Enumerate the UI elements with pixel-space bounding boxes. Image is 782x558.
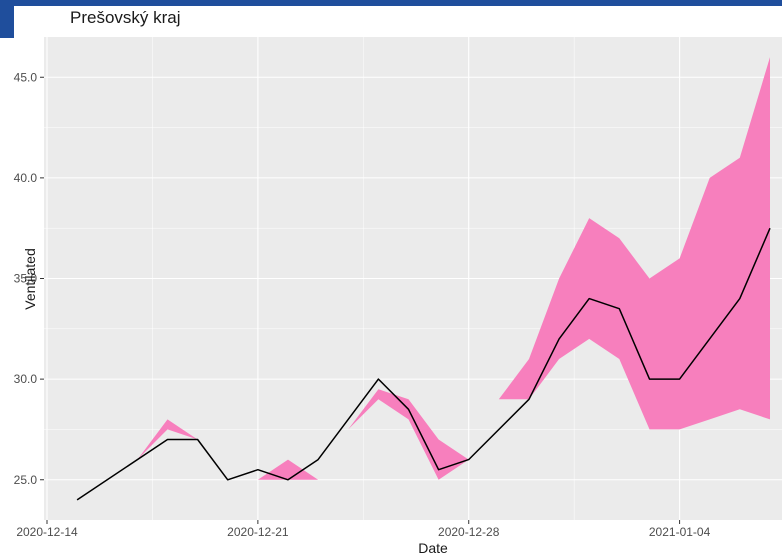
chart-title: Prešovský kraj bbox=[70, 8, 181, 27]
y-tick-label: 30.0 bbox=[14, 372, 38, 386]
y-tick-label: 25.0 bbox=[14, 473, 38, 487]
x-tick-label: 2021-01-04 bbox=[649, 525, 711, 539]
y-tick-label: 45.0 bbox=[14, 70, 38, 84]
x-tick-label: 2020-12-14 bbox=[16, 525, 78, 539]
ventilated-line bbox=[76, 227, 771, 501]
y-tick-label: 35.0 bbox=[14, 272, 38, 286]
tick-labels: 25.0 30.0 35.0 40.0 45.0 2020-12-14 2020-12-21… bbox=[14, 70, 711, 539]
x-tick-label: 2020-12-28 bbox=[438, 525, 500, 539]
header-band bbox=[0, 0, 782, 6]
ticks-layer bbox=[40, 76, 681, 524]
y-tick-label: 40.0 bbox=[14, 171, 38, 185]
line-layer bbox=[76, 227, 771, 501]
y-axis-title: Ventilated bbox=[22, 248, 38, 310]
x-tick-label: 2020-12-21 bbox=[227, 525, 289, 539]
header-side-band bbox=[0, 0, 14, 38]
x-axis-title: Date bbox=[418, 540, 448, 556]
